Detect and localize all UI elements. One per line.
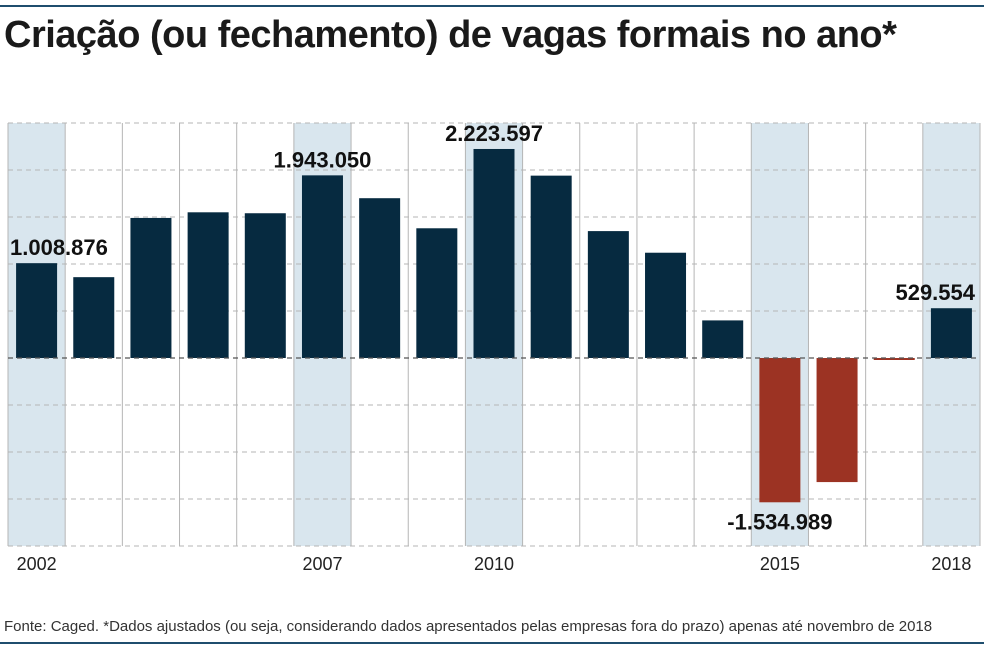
bar-2004 — [130, 217, 172, 358]
vertical-gridlines — [7, 123, 981, 546]
bar-2012 — [587, 231, 629, 358]
bar-2006 — [244, 213, 286, 358]
bar-2008 — [359, 198, 401, 358]
data-label-2018: 529.554 — [895, 280, 975, 305]
bottom-rule — [0, 642, 984, 644]
bar-2014 — [702, 320, 744, 358]
bar-2018 — [930, 308, 972, 358]
bar-2015 — [759, 358, 801, 503]
bar-2009 — [416, 228, 458, 358]
bars — [16, 148, 972, 503]
bar-2016 — [816, 358, 858, 483]
tick-label-2002: 2002 — [17, 554, 57, 574]
bar-2011 — [530, 175, 572, 358]
bar-2005 — [187, 212, 229, 358]
chart-title: Criação (ou fechamento) de vagas formais… — [4, 14, 897, 56]
data-label-2015: -1.534.989 — [727, 509, 832, 534]
top-rule — [0, 5, 984, 7]
data-labels: 1.008.876 1.943.050 2.223.597 -1.534.989 529… — [10, 121, 976, 534]
bar-2007 — [301, 175, 343, 358]
highlight-bands — [8, 123, 980, 546]
data-label-2010: 2.223.597 — [445, 121, 543, 146]
bar-2002 — [16, 263, 58, 358]
tick-label-2018: 2018 — [931, 554, 971, 574]
tick-label-2010: 2010 — [474, 554, 514, 574]
tick-label-2007: 2007 — [302, 554, 342, 574]
data-label-2002: 1.008.876 — [10, 235, 108, 260]
source-note: Fonte: Caged. *Dados ajustados (ou seja,… — [4, 618, 933, 635]
tick-label-2015: 2015 — [760, 554, 800, 574]
data-label-2007: 1.943.050 — [274, 147, 372, 172]
bar-2013 — [645, 252, 687, 358]
x-tick-labels: 2002 2007 2010 2015 2018 — [17, 554, 972, 574]
bar-chart: 1.008.876 1.943.050 2.223.597 -1.534.989 529… — [7, 121, 981, 574]
bar-2017 — [873, 358, 915, 360]
bar-2010 — [473, 148, 515, 358]
bar-2003 — [73, 277, 115, 358]
